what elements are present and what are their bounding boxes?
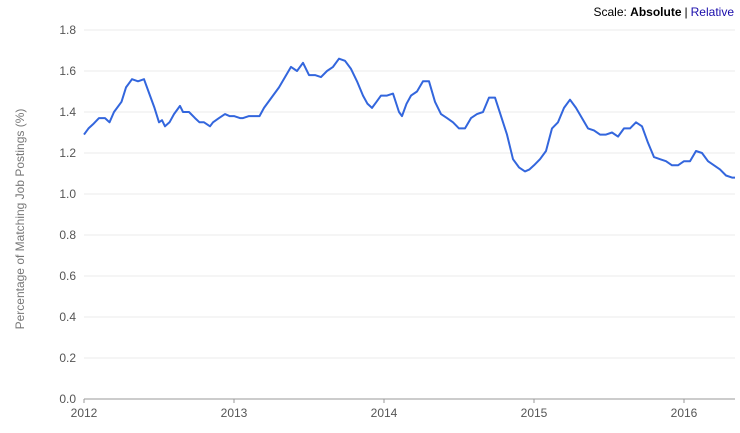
x-axis-ticks: 2012 2013 2014 2015 2016 bbox=[71, 406, 698, 420]
y-tick-label: 1.0 bbox=[59, 187, 76, 201]
y-tick-label: 0.4 bbox=[59, 310, 76, 324]
x-tick-label: 2013 bbox=[221, 406, 248, 420]
y-tick-label: 1.8 bbox=[59, 23, 76, 37]
x-tick-label: 2016 bbox=[671, 406, 698, 420]
y-tick-label: 0.0 bbox=[59, 392, 76, 406]
chart-grid bbox=[83, 29, 735, 403]
y-axis-ticks: 0.0 0.2 0.4 0.6 0.8 1.0 1.2 1.4 1.6 1.8 bbox=[59, 23, 76, 406]
chart-series bbox=[83, 57, 735, 179]
x-tick-label: 2014 bbox=[371, 406, 398, 420]
x-tick-label: 2015 bbox=[521, 406, 548, 420]
scale-separator: | bbox=[684, 5, 688, 19]
scale-relative-option[interactable]: Relative bbox=[690, 5, 734, 19]
y-axis-title: Percentage of Matching Job Postings (%) bbox=[13, 109, 27, 330]
y-tick-label: 1.4 bbox=[59, 105, 76, 119]
y-tick-label: 0.6 bbox=[59, 269, 76, 283]
series-line bbox=[83, 57, 735, 179]
x-tick-label: 2012 bbox=[71, 406, 98, 420]
y-tick-label: 0.8 bbox=[59, 228, 76, 242]
y-tick-label: 0.2 bbox=[59, 351, 76, 365]
y-tick-label: 1.6 bbox=[59, 64, 76, 78]
y-tick-label: 1.2 bbox=[59, 146, 76, 160]
scale-prefix: Scale: bbox=[593, 5, 627, 19]
scale-absolute-option[interactable]: Absolute bbox=[630, 5, 682, 19]
scale-toggle: Scale: Absolute | Relative bbox=[593, 5, 734, 19]
